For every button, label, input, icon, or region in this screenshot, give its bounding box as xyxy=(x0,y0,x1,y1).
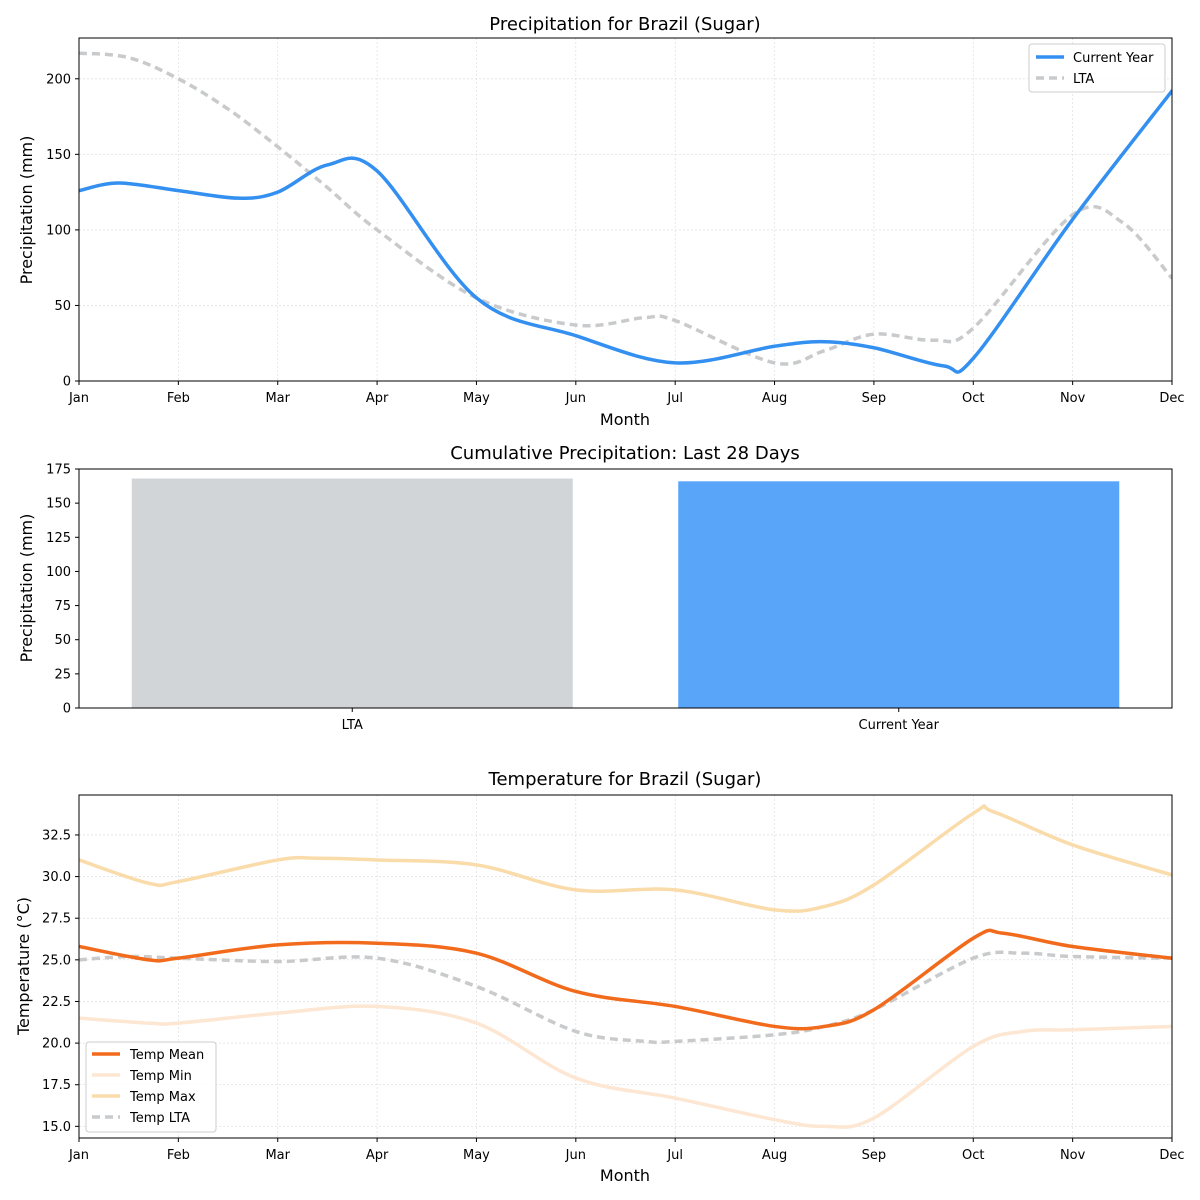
precipitation-series-current-year xyxy=(79,89,1172,374)
bar-lta xyxy=(131,478,573,708)
precipitation-x-label: Month xyxy=(600,410,650,429)
legend-lta: LTA xyxy=(1073,72,1094,87)
cumulative-x-tick-lta: LTA xyxy=(342,718,363,733)
precipitation-x-tick-jun: Jun xyxy=(565,391,586,406)
cumulative-y-label: Precipitation (mm) xyxy=(17,514,36,663)
temperature-legend: Temp Mean Temp Min Temp Max Temp LTA xyxy=(85,1041,217,1133)
cumulative-title: Cumulative Precipitation: Last 28 Days xyxy=(450,443,800,464)
temperature-y-tick-30-0: 30.0 xyxy=(42,870,71,885)
precipitation-axes-frame xyxy=(78,37,1173,382)
legend-temp-min: Temp Min xyxy=(129,1069,192,1084)
precipitation-x-tick-jan: Jan xyxy=(68,391,89,406)
cumulative-x-tick-current-year: Current Year xyxy=(859,718,940,733)
precipitation-title: Precipitation for Brazil (Sugar) xyxy=(489,14,760,35)
temperature-y-tick-32-5: 32.5 xyxy=(42,828,71,843)
temperature-y-tick-22-5: 22.5 xyxy=(42,995,71,1010)
bar-current-year xyxy=(678,481,1120,708)
temperature-title: Temperature for Brazil (Sugar) xyxy=(488,769,762,790)
temperature-axes-frame xyxy=(78,794,1173,1139)
temperature-x-tick-aug: Aug xyxy=(762,1148,787,1163)
temperature-y-tick-27-5: 27.5 xyxy=(42,912,71,927)
legend-temp-lta: Temp LTA xyxy=(129,1111,190,1126)
cumulative-y-tick-175: 175 xyxy=(46,463,71,478)
precipitation-x-tick-oct: Oct xyxy=(962,391,984,406)
legend-temp-max: Temp Max xyxy=(129,1090,196,1105)
precipitation-x-tick-apr: Apr xyxy=(366,391,389,406)
precipitation-x-tick-feb: Feb xyxy=(167,391,190,406)
cumulative-y-tick-50: 50 xyxy=(54,633,71,648)
temperature-x-tick-may: May xyxy=(463,1148,490,1163)
precipitation-x-tick-nov: Nov xyxy=(1060,391,1086,406)
temperature-series-temp-mean xyxy=(79,928,1172,1031)
precipitation-y-tick-50: 50 xyxy=(54,299,71,314)
precipitation-x-tick-jul: Jul xyxy=(666,391,683,406)
cumulative-axes-frame xyxy=(78,468,1173,709)
temperature-x-label: Month xyxy=(600,1166,650,1185)
temperature-series-temp-min xyxy=(79,1004,1172,1129)
cumulative-bar-panel: Cumulative Precipitation: Last 28 Days P… xyxy=(17,443,1173,733)
temperature-y-tick-17-5: 17.5 xyxy=(42,1078,71,1093)
precipitation-y-tick-0: 0 xyxy=(63,375,71,390)
precipitation-y-label: Precipitation (mm) xyxy=(17,136,36,285)
temperature-x-tick-sep: Sep xyxy=(862,1148,887,1163)
precipitation-y-tick-150: 150 xyxy=(46,148,71,163)
cumulative-y-tick-125: 125 xyxy=(46,531,71,546)
legend-current-year: Current Year xyxy=(1073,51,1154,66)
cumulative-y-tick-25: 25 xyxy=(54,667,71,682)
temperature-x-tick-jul: Jul xyxy=(666,1148,683,1163)
cumulative-y-tick-150: 150 xyxy=(46,497,71,512)
temperature-x-tick-feb: Feb xyxy=(167,1148,190,1163)
cumulative-y-tick-0: 0 xyxy=(63,702,71,717)
legend-temp-mean: Temp Mean xyxy=(129,1048,204,1063)
precipitation-x-tick-aug: Aug xyxy=(762,391,787,406)
precipitation-x-tick-sep: Sep xyxy=(862,391,887,406)
temperature-series-temp-max xyxy=(79,804,1172,913)
temperature-x-tick-apr: Apr xyxy=(366,1148,389,1163)
temperature-y-tick-25-0: 25.0 xyxy=(42,953,71,968)
precipitation-series-lta xyxy=(79,51,1172,366)
temperature-y-label: Temperature (°C) xyxy=(14,897,33,1036)
precipitation-x-tick-may: May xyxy=(463,391,490,406)
temperature-y-tick-20-0: 20.0 xyxy=(42,1037,71,1052)
temperature-x-tick-oct: Oct xyxy=(962,1148,984,1163)
temperature-x-tick-dec: Dec xyxy=(1159,1148,1184,1163)
precipitation-line-panel: Precipitation for Brazil (Sugar) Month P… xyxy=(17,14,1185,429)
temperature-x-tick-jun: Jun xyxy=(565,1148,586,1163)
temperature-x-tick-jan: Jan xyxy=(68,1148,89,1163)
temperature-y-tick-15-0: 15.0 xyxy=(42,1120,71,1135)
precipitation-y-tick-100: 100 xyxy=(46,223,71,238)
temperature-x-tick-nov: Nov xyxy=(1060,1148,1086,1163)
precipitation-legend: Current Year LTA xyxy=(1028,43,1166,93)
cumulative-y-tick-100: 100 xyxy=(46,565,71,580)
temperature-series-temp-lta xyxy=(79,950,1172,1045)
precipitation-x-tick-dec: Dec xyxy=(1159,391,1184,406)
precipitation-x-tick-mar: Mar xyxy=(265,391,290,406)
temperature-x-tick-mar: Mar xyxy=(265,1148,290,1163)
temperature-line-panel: Temperature for Brazil (Sugar) Month Tem… xyxy=(14,769,1185,1185)
precipitation-y-tick-200: 200 xyxy=(46,72,71,87)
cumulative-y-tick-75: 75 xyxy=(54,599,71,614)
